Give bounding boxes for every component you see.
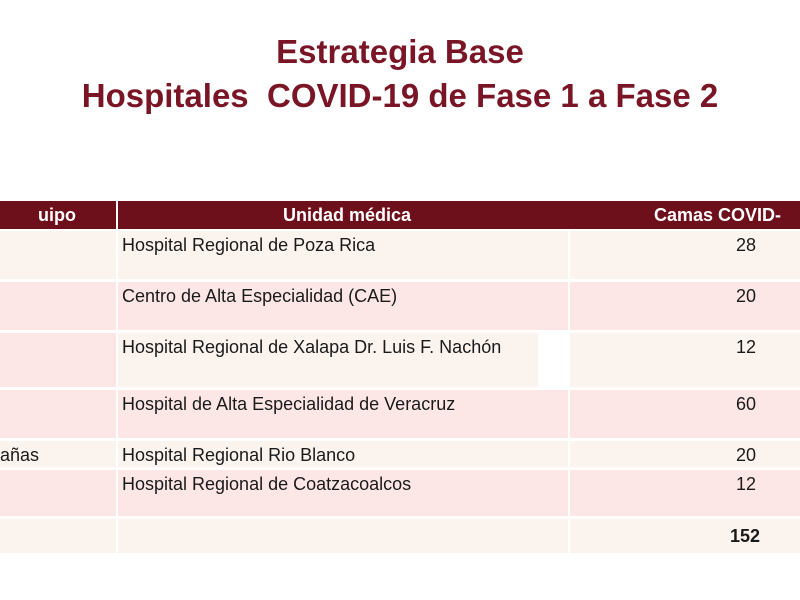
header-camas: Camas COVID- — [572, 201, 800, 229]
table-row-2-unidad: Centro de Alta Especialidad (CAE) — [118, 282, 568, 330]
table-row-3-equipo — [0, 333, 116, 387]
table-row-1-unidad: Hospital Regional de Poza Rica — [118, 231, 568, 279]
title-line-1: Estrategia Base — [276, 33, 524, 70]
table-row-6-camas: 12 — [570, 470, 800, 516]
total-row-label — [0, 519, 116, 553]
header-equipo: uipo — [0, 201, 116, 229]
table-row-4-equipo — [0, 390, 116, 438]
title-line-2: Hospitales COVID-19 de Fase 1 a Fase 2 — [81, 77, 719, 114]
table-row-6-unidad: Hospital Regional de Coatzacoalcos — [118, 470, 568, 516]
table-row-5-unidad: Hospital Regional Rio Blanco — [118, 441, 568, 467]
table-row-4-camas: 60 — [570, 390, 800, 438]
table-row-4-unidad: Hospital de Alta Especialidad de Veracru… — [118, 390, 568, 438]
table-row-6-equipo — [0, 470, 116, 516]
table-row-2-camas: 20 — [570, 282, 800, 330]
table-row-1-camas: 28 — [570, 231, 800, 279]
table-row-5-equipo: añas — [0, 441, 116, 467]
total-row-unidad — [118, 519, 568, 553]
table-row-2-equipo — [0, 282, 116, 330]
header-unidad-medica: Unidad médica — [118, 201, 572, 229]
table-row-3-camas: 12 — [570, 333, 800, 387]
page-title: Estrategia Base Hospitales COVID-19 de F… — [0, 30, 800, 118]
total-row-camas: 152 — [570, 519, 800, 553]
table-row-3-unidad: Hospital Regional de Xalapa Dr. Luis F. … — [118, 333, 538, 387]
table-row-5-camas: 20 — [570, 441, 800, 467]
table-row-1-equipo — [0, 231, 116, 279]
